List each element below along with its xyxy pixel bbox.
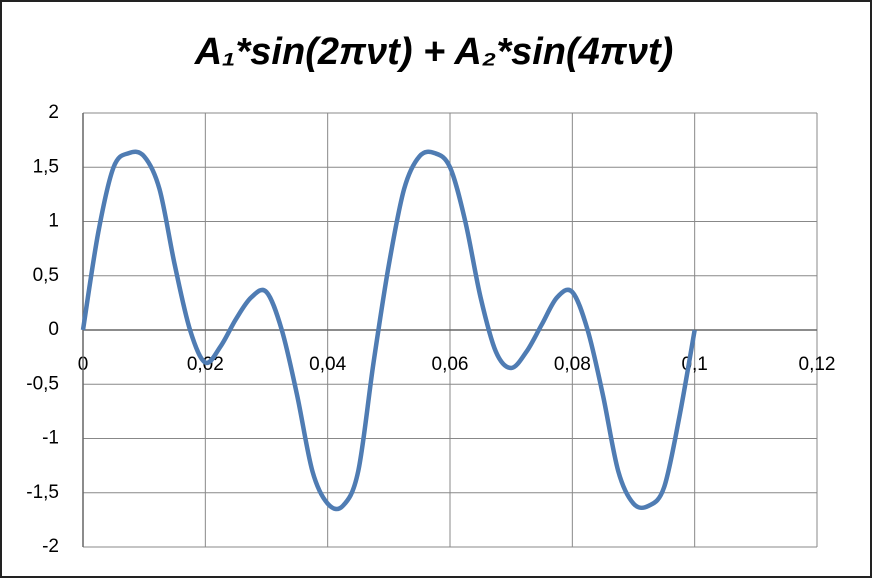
x-tick-label: 0,08	[554, 354, 591, 375]
x-tick-label: 0,12	[799, 354, 836, 375]
y-tick-label: 1	[48, 211, 59, 232]
y-tick-label: -1,5	[26, 482, 59, 503]
y-tick-label: 1,5	[33, 156, 59, 177]
chart-title: A₁*sin(2πνt) + A₂*sin(4πνt)	[194, 31, 674, 73]
data-line	[80, 149, 697, 512]
y-tick-label: -0,5	[26, 373, 59, 394]
y-tick-label: 0	[48, 319, 59, 340]
y-tick-label: -1	[42, 428, 59, 449]
y-tick-label: 0,5	[33, 265, 59, 286]
x-tick-label: 0,04	[309, 354, 346, 375]
y-tick-label: -2	[42, 536, 59, 557]
y-tick-label: 2	[48, 102, 59, 123]
x-tick-label: 0,06	[432, 354, 469, 375]
